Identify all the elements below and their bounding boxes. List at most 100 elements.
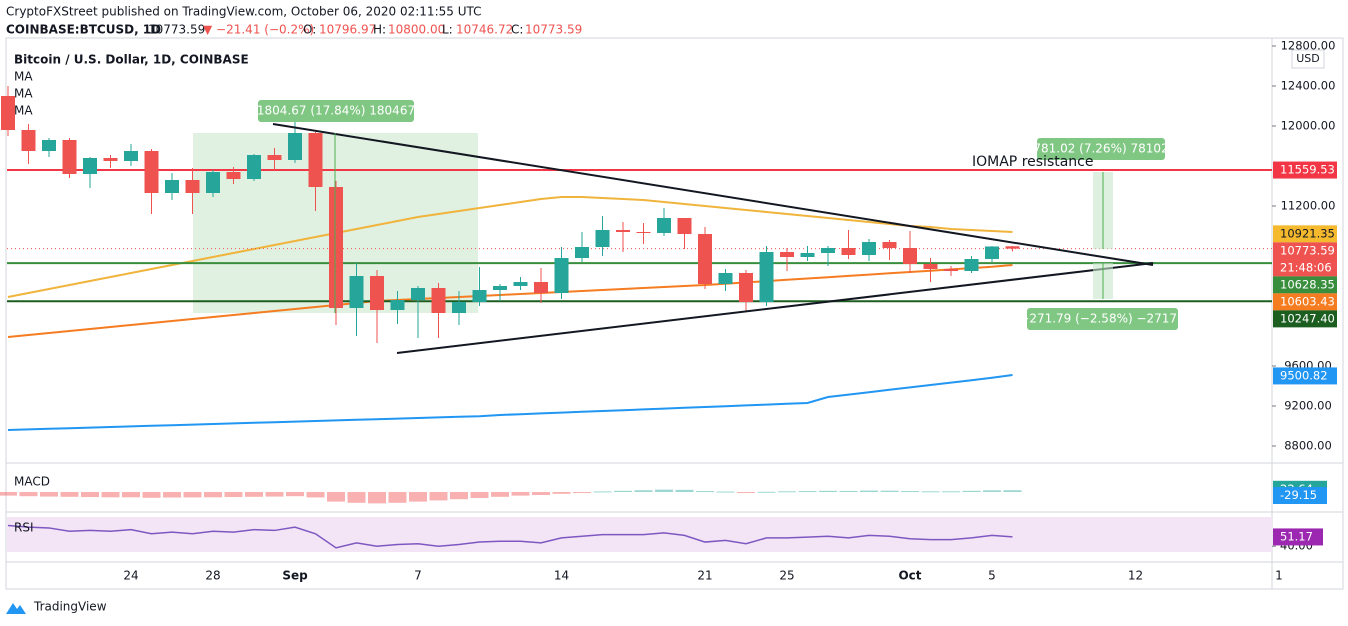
macd-bar — [880, 490, 899, 493]
macd-bar — [122, 492, 140, 498]
macd-bar — [409, 492, 427, 502]
candle-body — [739, 273, 753, 302]
down-label-box — [1027, 308, 1178, 330]
rsi-label: 51.17 — [1280, 529, 1313, 543]
macd-title: MACD — [14, 475, 50, 489]
price-label: 10603.43 — [1280, 294, 1335, 308]
close-label: C: — [511, 23, 523, 37]
countdown: 21:48:06 — [1280, 260, 1332, 274]
candle-body — [616, 230, 630, 232]
legend-ma: MA — [14, 70, 33, 84]
candle-body — [144, 151, 159, 193]
candle-body — [349, 276, 364, 308]
candle-body — [1005, 246, 1020, 249]
macd-bar — [40, 492, 58, 497]
legend-ma: MA — [14, 104, 33, 118]
macd-bar — [757, 491, 776, 493]
candle-body — [882, 242, 897, 248]
candle-body — [103, 158, 118, 161]
macd-bar — [429, 492, 448, 501]
rsi-line — [7, 524, 1013, 549]
candle-body — [472, 290, 487, 302]
x-tick-label: Sep — [282, 569, 308, 583]
macd-bar — [983, 490, 1001, 493]
candle-body — [800, 253, 815, 257]
trend-line — [396, 262, 1154, 354]
candle-body — [698, 234, 712, 284]
macd-bar — [942, 491, 960, 493]
macd-bar — [573, 492, 591, 494]
macd-bar — [327, 492, 345, 502]
marks — [0, 45, 1276, 549]
macd-label: -29.15 — [1280, 488, 1317, 502]
low-label: L: — [442, 23, 453, 37]
macd-bar — [470, 492, 489, 499]
last: 10773.59 — [148, 23, 205, 37]
macd-bar — [716, 491, 735, 493]
low: 10746.72 — [456, 23, 513, 37]
candle-body — [21, 130, 36, 151]
brand-name: TradingView — [33, 600, 107, 614]
close: 10773.59 — [525, 23, 582, 37]
candle-body — [862, 242, 876, 255]
macd-bar — [532, 492, 550, 496]
candle-body — [452, 302, 466, 313]
macd-bar — [368, 492, 386, 504]
high-label: H: — [373, 23, 386, 37]
x-tick-label: 1 — [1275, 569, 1283, 583]
candle-body — [903, 248, 917, 264]
candle-body — [964, 259, 979, 271]
price-label: 10247.40 — [1280, 311, 1335, 325]
x-tick-label: 5 — [988, 569, 996, 583]
moving-average — [7, 374, 1013, 431]
macd-bar — [0, 492, 17, 496]
candle-body — [513, 282, 528, 286]
price-label-box — [1273, 293, 1337, 311]
y-tick-label: 12000.00 — [1281, 119, 1336, 133]
price-label-box — [1273, 310, 1337, 328]
price-label: 9500.82 — [1280, 368, 1328, 382]
x-tick-label: 24 — [123, 569, 138, 583]
currency-box — [1291, 49, 1325, 69]
macd-bar — [60, 492, 79, 497]
x-tick-label: 12 — [1128, 569, 1143, 583]
macd-bar — [347, 492, 366, 503]
macd-bar — [204, 492, 222, 498]
price-label-box — [1273, 225, 1337, 243]
candle-body — [677, 218, 692, 234]
macd-bar — [593, 491, 612, 493]
y-tick-label: 8800.00 — [1284, 439, 1332, 453]
publisher: CryptoFXStreet published on TradingView.… — [6, 5, 481, 19]
macd-bar — [860, 490, 878, 493]
price-label-box — [1273, 276, 1337, 294]
macd-bar — [778, 491, 796, 493]
macd-bar — [81, 492, 99, 498]
price-label-box — [1273, 367, 1337, 385]
macd-bar — [450, 492, 468, 500]
brand-logo — [6, 603, 26, 614]
candle-body — [226, 172, 241, 179]
candle-body — [759, 252, 774, 302]
price-label: 10628.35 — [1280, 277, 1335, 291]
macd-bar — [491, 492, 509, 497]
candle-body — [1, 96, 15, 130]
currency: USD — [1296, 52, 1320, 65]
price-label: 10921.35 — [1280, 226, 1335, 240]
candle-body — [923, 264, 938, 269]
candle-body — [595, 230, 610, 247]
candle-body — [185, 180, 200, 193]
candle-body — [944, 269, 958, 271]
candle-body — [165, 180, 179, 193]
high: 10800.00 — [388, 23, 445, 37]
open-label: O: — [303, 23, 316, 37]
y-tick-label: 12800.00 — [1281, 39, 1336, 53]
range-up-box — [258, 100, 414, 122]
macd-bar — [1003, 490, 1022, 493]
candle-body — [493, 286, 507, 290]
candle-body — [554, 258, 569, 293]
candle-body — [267, 155, 282, 160]
macd-bar — [101, 492, 120, 498]
macd-bar — [921, 491, 940, 493]
candle-body — [370, 276, 384, 310]
candle-body — [841, 248, 856, 255]
